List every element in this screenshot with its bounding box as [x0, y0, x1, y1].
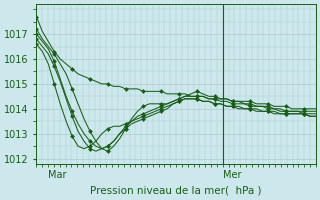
Text: Mar: Mar	[48, 170, 67, 180]
Text: Mer: Mer	[223, 170, 241, 180]
X-axis label: Pression niveau de la mer(  hPa ): Pression niveau de la mer( hPa )	[90, 186, 262, 196]
